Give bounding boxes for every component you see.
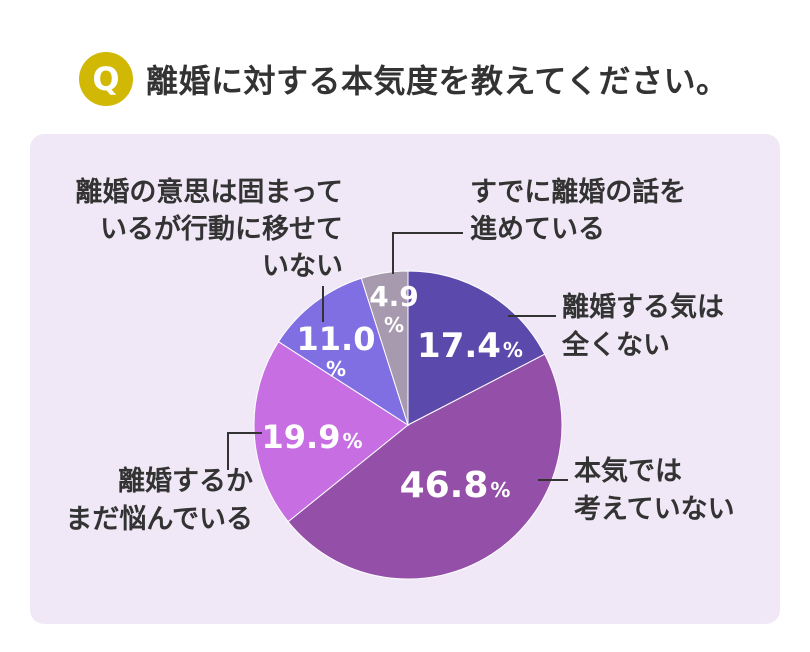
question-title: 離婚に対する本気度を教えてください。 <box>146 62 729 100</box>
slice-label-line: いない <box>262 251 343 282</box>
pie-slice-1 <box>407 270 546 426</box>
pie-slice-2 <box>287 353 563 580</box>
slice-label-line: すでに離婚の話を <box>470 176 686 208</box>
slice-unit-5: % <box>384 313 404 337</box>
q-badge-icon: Q <box>79 52 133 106</box>
slice-label-line: 本気では <box>574 455 682 487</box>
slice-label-5: すでに離婚の話を進めている <box>470 176 686 245</box>
slice-label-line: 離婚するか <box>118 465 253 497</box>
slice-label-2: 本気では考えていない <box>574 455 735 525</box>
slice-label-line: 進めている <box>470 214 605 245</box>
slice-label-4: 離婚の意思は固まっているが行動に移せていない <box>75 176 343 282</box>
slice-label-line: 離婚する気は <box>562 291 724 323</box>
slice-value-4: 11.0 <box>297 320 376 358</box>
pie-slice-4 <box>277 277 409 427</box>
slice-label-3: 離婚するかまだ悩んでいる <box>65 465 253 535</box>
slice-unit-2: % <box>490 478 510 502</box>
slice-unit-3: % <box>342 429 362 453</box>
slice-value-5: 4.9 <box>369 280 419 313</box>
leader-line-5 <box>392 232 463 274</box>
leader-line-3 <box>227 432 262 470</box>
slice-unit-4: % <box>326 357 346 381</box>
question-header: Q 離婚に対する本気度を教えてください。 <box>0 40 810 112</box>
pie-slice-5 <box>360 270 409 426</box>
slice-label-line: 全くない <box>561 329 670 361</box>
slice-label-1: 離婚する気は全くない <box>561 291 724 361</box>
slice-label-line: 考えていない <box>574 494 735 525</box>
slice-label-line: まだ悩んでいる <box>65 504 253 535</box>
slice-label-line: いるが行動に移せて <box>100 213 343 245</box>
slice-label-line: 離婚の意思は固まって <box>75 176 343 208</box>
slice-unit-1: % <box>503 338 523 362</box>
